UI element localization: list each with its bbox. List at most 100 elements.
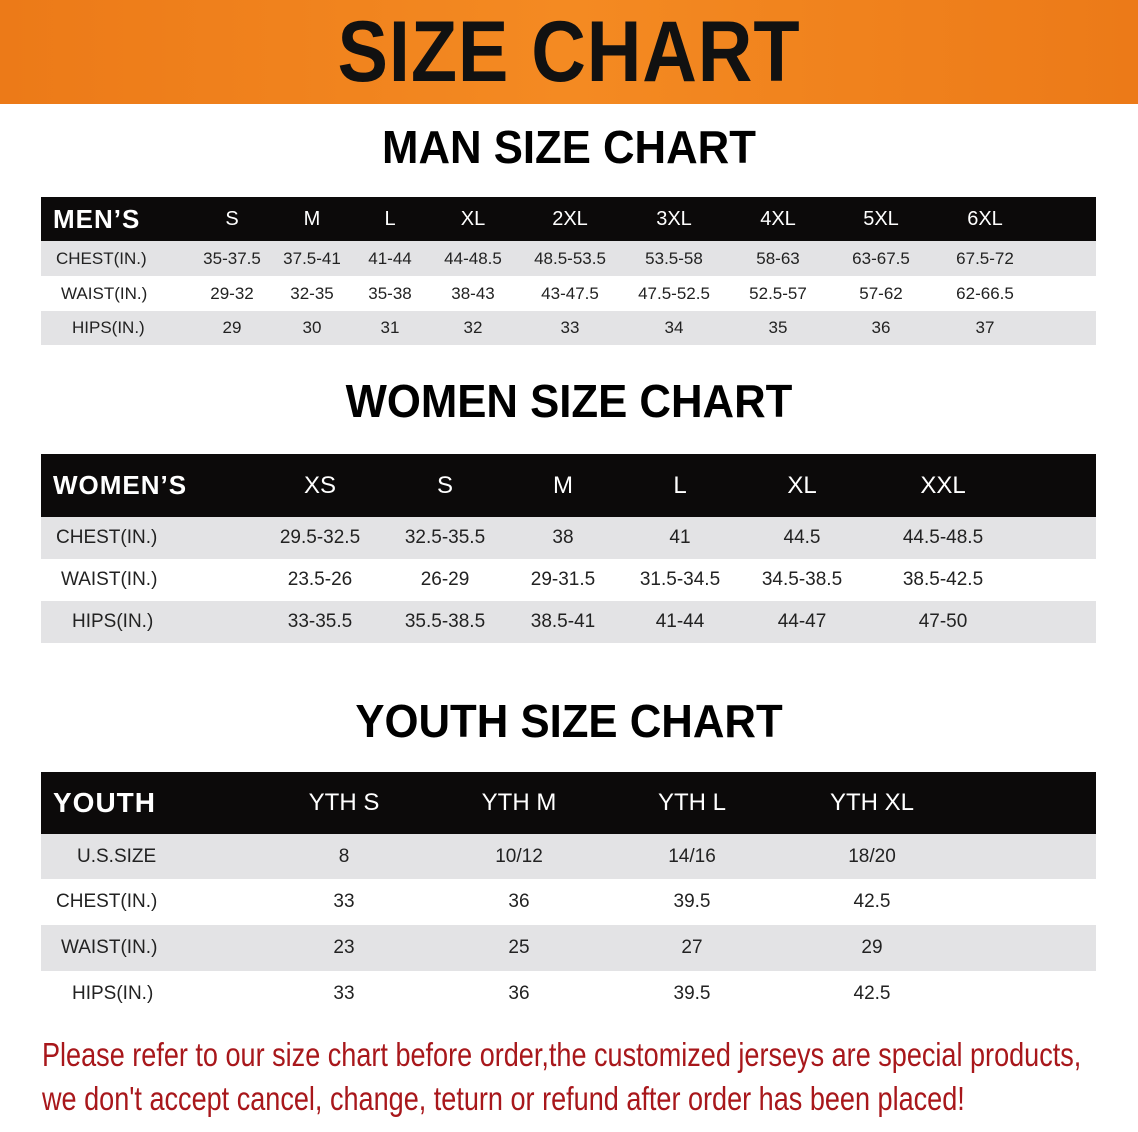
- table-cell: 27: [681, 937, 703, 958]
- notice-line-2: we don't accept cancel, change, teturn o…: [42, 1080, 965, 1117]
- table-cell: 48.5-53.5: [534, 248, 606, 268]
- notice-line-1: Please refer to our size chart before or…: [42, 1036, 1082, 1073]
- table-cell: 14/16: [668, 845, 716, 867]
- table-row: HIPS(IN.) 33-35.5 35.5-38.5 38.5-41 41-44 44-…: [41, 601, 1096, 643]
- row-label: WAIST(IN.): [61, 283, 148, 303]
- table-cell: 37: [975, 318, 995, 337]
- table-cell: 35.5-38.5: [404, 611, 486, 632]
- youth-section-title: YOUTH SIZE CHART: [355, 695, 783, 747]
- table-cell: 35-38: [368, 283, 412, 303]
- men-section-title: MAN SIZE CHART: [382, 121, 756, 173]
- table-cell: 25: [508, 937, 530, 958]
- header-banner: SIZE CHART: [0, 0, 1138, 104]
- size-header-2xl: 2XL: [552, 207, 588, 230]
- table-cell: 47.5-52.5: [638, 283, 710, 303]
- table-cell: 33: [333, 982, 355, 1004]
- table-cell: 29-32: [210, 283, 254, 303]
- size-header-6xl: 6XL: [967, 207, 1003, 230]
- table-cell: 36: [508, 891, 530, 912]
- table-row: CHEST(IN.) 33 36 39.5 42.5: [41, 879, 1096, 925]
- row-label: CHEST(IN.): [56, 248, 147, 268]
- banner-title: SIZE CHART: [337, 4, 801, 100]
- row-label: HIPS(IN.): [72, 982, 154, 1004]
- table-cell: 26-29: [420, 569, 470, 590]
- table-header-row: WOMEN’S XS S M L XL XXL: [41, 454, 1096, 517]
- table-cell: 32-35: [290, 283, 334, 303]
- size-header-yth-l: YTH L: [657, 789, 727, 816]
- table-cell: 41: [669, 527, 691, 548]
- table-cell: 33: [560, 318, 580, 337]
- table-cell: 44-48.5: [444, 248, 502, 268]
- size-header-3xl: 3XL: [656, 207, 692, 230]
- table-cell: 44-47: [777, 611, 827, 632]
- table-cell: 38-43: [451, 283, 495, 303]
- table-cell: 33-35.5: [287, 611, 353, 632]
- table-cell: 29.5-32.5: [279, 527, 361, 548]
- table-row: CHEST(IN.) 29.5-32.5 32.5-35.5 38 41 44.5 44.5…: [41, 517, 1096, 559]
- table-cell: 34: [664, 318, 684, 337]
- table-cell: 37.5-41: [283, 248, 341, 268]
- table-cell: 41-44: [655, 611, 705, 632]
- size-header-xl: XL: [787, 471, 817, 499]
- table-cell: 34.5-38.5: [761, 569, 843, 590]
- size-header-yth-s: YTH S: [308, 789, 380, 816]
- table-cell: 62-66.5: [956, 283, 1014, 303]
- size-header-s: S: [436, 471, 454, 499]
- size-header-s: S: [225, 207, 239, 230]
- table-cell: 23.5-26: [287, 569, 353, 590]
- table-cell: 32.5-35.5: [404, 527, 486, 548]
- table-row: WAIST(IN.) 23.5-26 26-29 29-31.5 31.5-34.5 34…: [41, 559, 1096, 601]
- table-row: HIPS(IN.) 33 36 39.5 42.5: [41, 971, 1096, 1016]
- table-cell: 38.5-42.5: [902, 569, 984, 590]
- table-cell: 35: [768, 318, 788, 337]
- size-header-m: M: [553, 471, 573, 499]
- table-cell: 32: [463, 318, 483, 337]
- table-cell: 38.5-41: [530, 611, 596, 632]
- table-cell: 31.5-34.5: [639, 569, 721, 590]
- table-cell: 30: [302, 318, 322, 337]
- table-cell: 35-37.5: [203, 248, 261, 268]
- row-label: CHEST(IN.): [56, 527, 158, 548]
- table-cell: 29: [222, 318, 242, 337]
- size-header-4xl: 4XL: [760, 207, 796, 230]
- table-cell: 31: [380, 318, 400, 337]
- size-header-l: L: [673, 471, 687, 499]
- table-cell: 63-67.5: [852, 248, 910, 268]
- row-label: HIPS(IN.): [72, 611, 154, 632]
- table-cell: 67.5-72: [956, 248, 1014, 268]
- women-size-table: WOMEN’S XS S M L XL XXL CHEST(IN.) 29.5-32.5 32.5…: [41, 454, 1096, 644]
- header-label: MEN’S: [53, 203, 141, 234]
- row-label: WAIST(IN.): [61, 569, 158, 590]
- size-header-xl: XL: [460, 207, 486, 230]
- row-label: WAIST(IN.): [61, 937, 158, 958]
- men-size-table: MEN’S S M L XL 2XL 3XL 4XL 5XL 6XL CHEST(IN.) 35-37…: [41, 197, 1096, 346]
- table-cell: 43-47.5: [541, 283, 599, 303]
- table-cell: 47-50: [918, 611, 968, 632]
- table-header-row: MEN’S S M L XL 2XL 3XL 4XL 5XL 6XL: [41, 197, 1096, 241]
- table-row: WAIST(IN.) 29-32 32-35 35-38 38-43 43-47.5 47.…: [41, 276, 1096, 311]
- youth-size-table: YOUTH YTH S YTH M YTH L YTH XL U.S.SIZE 8 10/12…: [41, 772, 1096, 1017]
- header-label: YOUTH: [53, 787, 156, 818]
- table-cell: 41-44: [368, 248, 412, 268]
- size-header-5xl: 5XL: [863, 207, 899, 230]
- size-header-yth-xl: YTH XL: [829, 789, 915, 816]
- table-cell: 58-63: [756, 248, 800, 268]
- table-cell: 42.5: [853, 891, 891, 912]
- table-cell: 39.5: [673, 891, 711, 912]
- header-label: WOMEN’S: [53, 470, 188, 500]
- table-cell: 33: [333, 891, 355, 912]
- table-cell: 42.5: [853, 982, 891, 1004]
- table-row: HIPS(IN.) 29 30 31 32 33 34 35 36 37: [41, 311, 1096, 345]
- row-label: U.S.SIZE: [77, 845, 157, 867]
- table-cell: 52.5-57: [749, 283, 807, 303]
- table-cell: 29: [861, 937, 883, 958]
- women-section-title: WOMEN SIZE CHART: [345, 375, 793, 427]
- table-cell: 39.5: [673, 982, 711, 1004]
- table-header-row: YOUTH YTH S YTH M YTH L YTH XL: [41, 772, 1096, 834]
- table-cell: 53.5-58: [645, 248, 703, 268]
- table-cell: 10/12: [495, 845, 543, 867]
- table-row: WAIST(IN.) 23 25 27 29: [41, 925, 1096, 971]
- size-header-yth-m: YTH M: [481, 789, 557, 816]
- size-header-xxl: XXL: [920, 471, 966, 499]
- table-cell: 44.5: [783, 527, 821, 548]
